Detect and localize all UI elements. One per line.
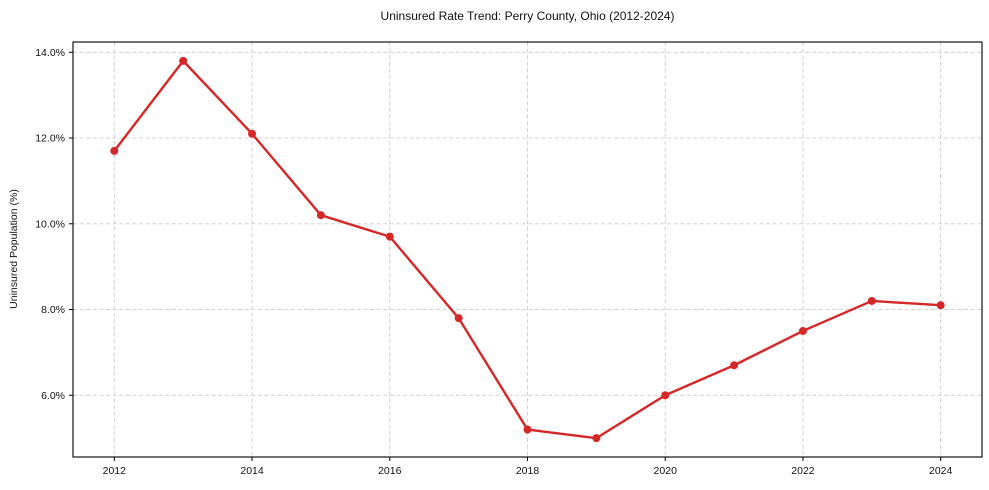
x-tick-label: 2024	[929, 465, 953, 477]
x-tick-label: 2022	[791, 465, 815, 477]
y-tick-label: 12.0%	[35, 133, 65, 145]
x-tick-label: 2014	[240, 465, 264, 477]
data-point-2012	[110, 146, 119, 155]
data-point-2014	[248, 129, 257, 138]
data-point-2018	[523, 425, 532, 434]
data-point-2016	[385, 232, 394, 241]
data-point-2013	[179, 56, 188, 65]
y-tick-label: 10.0%	[35, 218, 65, 230]
data-point-2024	[936, 301, 945, 310]
x-tick-label: 2018	[516, 465, 540, 477]
data-point-2019	[592, 434, 601, 443]
data-point-2023	[867, 296, 876, 305]
x-tick-label: 2016	[378, 465, 402, 477]
y-tick-label: 14.0%	[35, 47, 65, 59]
data-point-2020	[661, 391, 670, 400]
y-tick-label: 6.0%	[41, 390, 65, 402]
y-tick-label: 8.0%	[41, 304, 65, 316]
x-tick-label: 2020	[654, 465, 678, 477]
data-point-2021	[730, 361, 739, 370]
data-point-2022	[798, 326, 807, 335]
data-point-2015	[316, 211, 325, 220]
data-point-2017	[454, 314, 463, 323]
x-tick-label: 2012	[103, 465, 127, 477]
chart-title: Uninsured Rate Trend: Perry County, Ohio…	[380, 9, 675, 23]
